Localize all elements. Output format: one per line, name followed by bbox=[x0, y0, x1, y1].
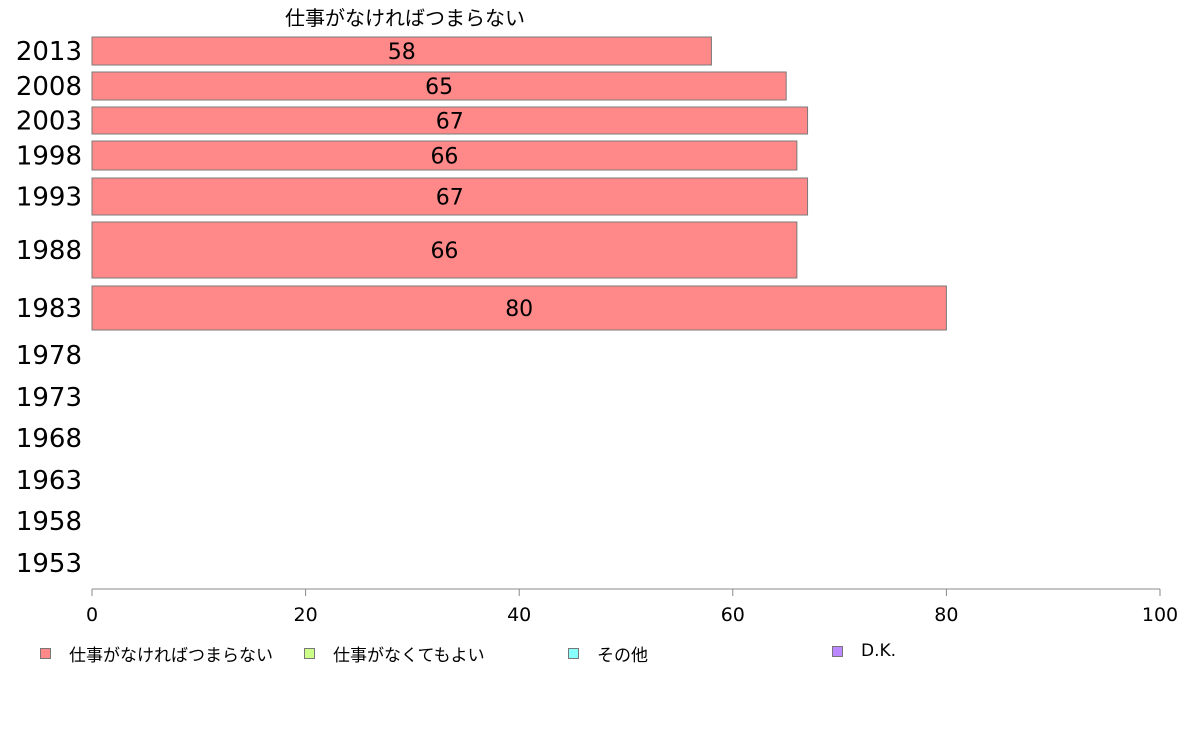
bar-value-label: 80 bbox=[505, 297, 533, 322]
legend-swatch-green bbox=[304, 648, 315, 659]
legend-label: 仕事がなければつまらない bbox=[69, 646, 273, 666]
x-tick-label: 20 bbox=[294, 604, 318, 626]
bar-value-label: 66 bbox=[430, 145, 458, 170]
year-label-group: 2013 2008 2003 1998 1993 1988 1983 1978 1973 1968… bbox=[16, 37, 82, 579]
year-label: 1968 bbox=[16, 424, 82, 454]
x-axis: 0 20 40 60 80 100 bbox=[86, 588, 1178, 626]
x-tick-label: 0 bbox=[86, 604, 98, 626]
year-label: 1998 bbox=[16, 142, 82, 172]
year-label: 2008 bbox=[16, 72, 82, 102]
legend-swatch-red bbox=[40, 648, 51, 659]
year-label: 1958 bbox=[16, 507, 82, 537]
year-label: 1963 bbox=[16, 466, 82, 496]
bar-value-label: 66 bbox=[430, 239, 458, 264]
legend-swatch-purple bbox=[832, 645, 843, 657]
year-label: 1953 bbox=[16, 549, 82, 579]
x-tick-label: 60 bbox=[721, 604, 745, 626]
legend-label: 仕事がなくてもよい bbox=[333, 646, 485, 666]
legend-item-dk: D.K. bbox=[832, 641, 896, 661]
chart-legend: 仕事がなければつまらない 仕事がなくてもよい その他 D.K. bbox=[40, 641, 1140, 666]
legend-item-other: その他 bbox=[568, 641, 648, 666]
year-label: 1988 bbox=[16, 236, 82, 266]
year-label: 1993 bbox=[16, 183, 82, 213]
bar-value-label: 58 bbox=[388, 40, 416, 65]
bar-value-label: 65 bbox=[425, 75, 453, 100]
legend-swatch-cyan bbox=[568, 648, 579, 659]
x-tick-label: 40 bbox=[507, 604, 531, 626]
bar-value-label: 67 bbox=[436, 110, 464, 135]
bar bbox=[91, 140, 798, 171]
year-label: 1973 bbox=[16, 383, 82, 413]
bar bbox=[91, 106, 809, 135]
legend-label: D.K. bbox=[861, 641, 897, 661]
legend-label: その他 bbox=[597, 646, 648, 666]
bar-value-label: 67 bbox=[436, 186, 464, 211]
bar bbox=[91, 71, 787, 101]
bar-group: 58 65 67 66 67 66 80 bbox=[91, 36, 947, 331]
bar bbox=[91, 285, 947, 331]
bar bbox=[91, 177, 809, 216]
year-label: 2013 bbox=[16, 37, 82, 67]
legend-item-work-needed: 仕事がなければつまらない bbox=[40, 641, 273, 666]
year-label: 1978 bbox=[16, 341, 82, 371]
year-label: 1983 bbox=[16, 294, 82, 324]
year-label: 2003 bbox=[16, 107, 82, 137]
bar bbox=[91, 36, 712, 66]
bar bbox=[91, 221, 798, 279]
chart-title: 仕事がなければつまらない bbox=[285, 6, 525, 30]
x-tick-label: 100 bbox=[1142, 604, 1178, 626]
legend-item-no-work-ok: 仕事がなくてもよい bbox=[304, 641, 485, 666]
x-tick-label: 80 bbox=[934, 604, 958, 626]
